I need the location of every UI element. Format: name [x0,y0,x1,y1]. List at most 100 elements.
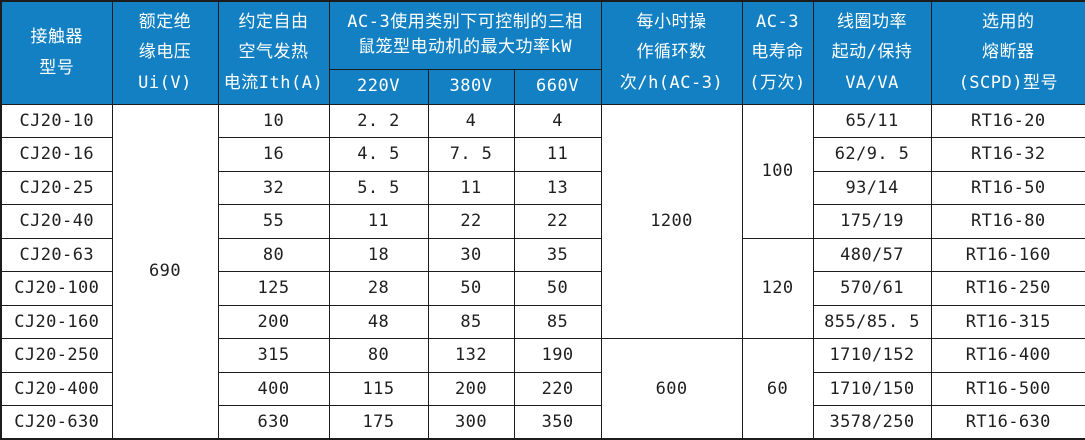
fuse-cell: RT16-500 [930,371,1085,406]
header-660v: 660V [513,68,602,105]
ith-cell: 10 [217,103,330,138]
model-cell: CJ20-16 [0,137,113,172]
ith-cell: 16 [217,137,330,172]
table-row: CJ20-630 630 175 300 350 3578/250 RT16-6… [0,405,1085,440]
coil-cell: 1710/150 [812,371,932,406]
coil-cell: 93/14 [812,170,932,205]
kw220-cell: 18 [328,237,429,272]
table-row: CJ20-400 400 115 200 220 1710/150 RT16-5… [0,371,1085,406]
kw380-cell: 132 [427,338,515,373]
table-row: CJ20-250 315 80 132 190 600 60 1710/152 … [0,338,1085,440]
ith-cell: 630 [217,405,330,440]
table-row: CJ20-16 16 4. 5 7. 5 11 62/9. 5 RT16-32 [0,137,1085,172]
kw380-cell: 4 [427,103,515,138]
coil-cell: 3578/250 [812,405,932,440]
kw660-cell: 11 [513,137,602,172]
fuse-cell: RT16-80 [930,204,1085,239]
kw660-cell: 4 [513,103,602,138]
kw380-cell: 30 [427,237,515,272]
kw380-cell: 7. 5 [427,137,515,172]
kw220-cell: 5. 5 [328,170,429,205]
header-ac3-max-power-group: AC-3使用类别下可控制的三相 鼠笼型电动机的最大功率kW [328,0,602,70]
kw220-cell: 115 [328,371,429,406]
header-electrical-life: AC-3 电寿命 (万次) [741,0,814,105]
header-fuse-type: 选用的 熔断器 (SCPD)型号 [930,0,1085,105]
kw220-cell: 48 [328,304,429,339]
kw220-cell: 11 [328,204,429,239]
ith-cell: 315 [217,338,330,373]
header-rated-insulation-voltage: 额定绝 缘电压 Ui(V) [111,0,219,105]
model-cell: CJ20-40 [0,204,113,239]
model-cell: CJ20-25 [0,170,113,205]
model-cell: CJ20-63 [0,237,113,272]
ith-cell: 32 [217,170,330,205]
ith-cell: 200 [217,304,330,339]
kw220-cell: 2. 2 [328,103,429,138]
fuse-cell: RT16-315 [930,304,1085,339]
kw380-cell: 200 [427,371,515,406]
fuse-cell: RT16-32 [930,137,1085,172]
kw220-cell: 28 [328,271,429,306]
header-row-sub: 220V 380V 660V [1,68,1085,105]
model-cell: CJ20-400 [0,371,113,406]
kw660-cell: 350 [513,405,602,440]
header-220v: 220V [328,68,429,105]
table-row: CJ20-25 32 5. 5 11 13 93/14 RT16-50 [0,170,1085,205]
header-contactor-model: 接触器 型号 [0,0,113,105]
ith-cell: 55 [217,204,330,239]
fuse-cell: RT16-20 [930,103,1085,138]
fuse-cell: RT16-50 [930,170,1085,205]
fuse-cell: RT16-250 [930,271,1085,306]
life-cell: 60 [741,338,814,440]
model-cell: CJ20-100 [0,271,113,306]
model-cell: CJ20-630 [0,405,113,440]
kw660-cell: 190 [513,338,602,373]
kw380-cell: 85 [427,304,515,339]
header-row-main: 接触器 型号 额定绝 缘电压 Ui(V) 约定自由 空气发热 电流Ith(A) … [0,0,1085,105]
coil-cell: 175/19 [812,204,932,239]
header-cycles-per-hour: 每小时操 作循环数 次/h(AC-3) [600,0,743,105]
ith-cell: 400 [217,371,330,406]
model-cell: CJ20-160 [0,304,113,339]
ui-voltage-cell: 690 [111,103,219,440]
kw660-cell: 85 [513,304,602,339]
fuse-cell: RT16-400 [930,338,1085,373]
kw660-cell: 50 [513,271,602,306]
fuse-cell: RT16-630 [930,405,1085,440]
model-cell: CJ20-10 [0,103,113,138]
life-cell: 120 [741,237,814,339]
cycles-cell: 600 [600,338,743,440]
ith-cell: 125 [217,271,330,306]
coil-cell: 62/9. 5 [812,137,932,172]
life-cell: 100 [741,103,814,239]
coil-cell: 1710/152 [812,338,932,373]
kw380-cell: 22 [427,204,515,239]
header-thermal-current: 约定自由 空气发热 电流Ith(A) [217,0,330,105]
coil-cell: 480/57 [812,237,932,272]
table-row: CJ20-40 55 11 22 22 175/19 RT16-80 [0,204,1085,239]
coil-cell: 65/11 [812,103,932,138]
kw220-cell: 175 [328,405,429,440]
kw660-cell: 35 [513,237,602,272]
coil-cell: 855/85. 5 [812,304,932,339]
kw380-cell: 50 [427,271,515,306]
header-380v: 380V [427,68,515,105]
fuse-cell: RT16-160 [930,237,1085,272]
kw380-cell: 11 [427,170,515,205]
table-row: CJ20-100 125 28 50 50 570/61 RT16-250 [0,271,1085,306]
kw660-cell: 220 [513,371,602,406]
kw380-cell: 300 [427,405,515,440]
header-coil-power: 线圈功率 起动/保持 VA/VA [812,0,932,105]
table-row: CJ20-160 200 48 85 85 855/85. 5 RT16-315 [0,304,1085,339]
cycles-cell: 1200 [600,103,743,339]
coil-cell: 570/61 [812,271,932,306]
kw660-cell: 22 [513,204,602,239]
kw220-cell: 4. 5 [328,137,429,172]
kw220-cell: 80 [328,338,429,373]
ith-cell: 80 [217,237,330,272]
kw660-cell: 13 [513,170,602,205]
table-row: CJ20-10 690 10 2. 2 4 4 1200 100 65/11 R… [0,103,1085,440]
model-cell: CJ20-250 [0,338,113,373]
